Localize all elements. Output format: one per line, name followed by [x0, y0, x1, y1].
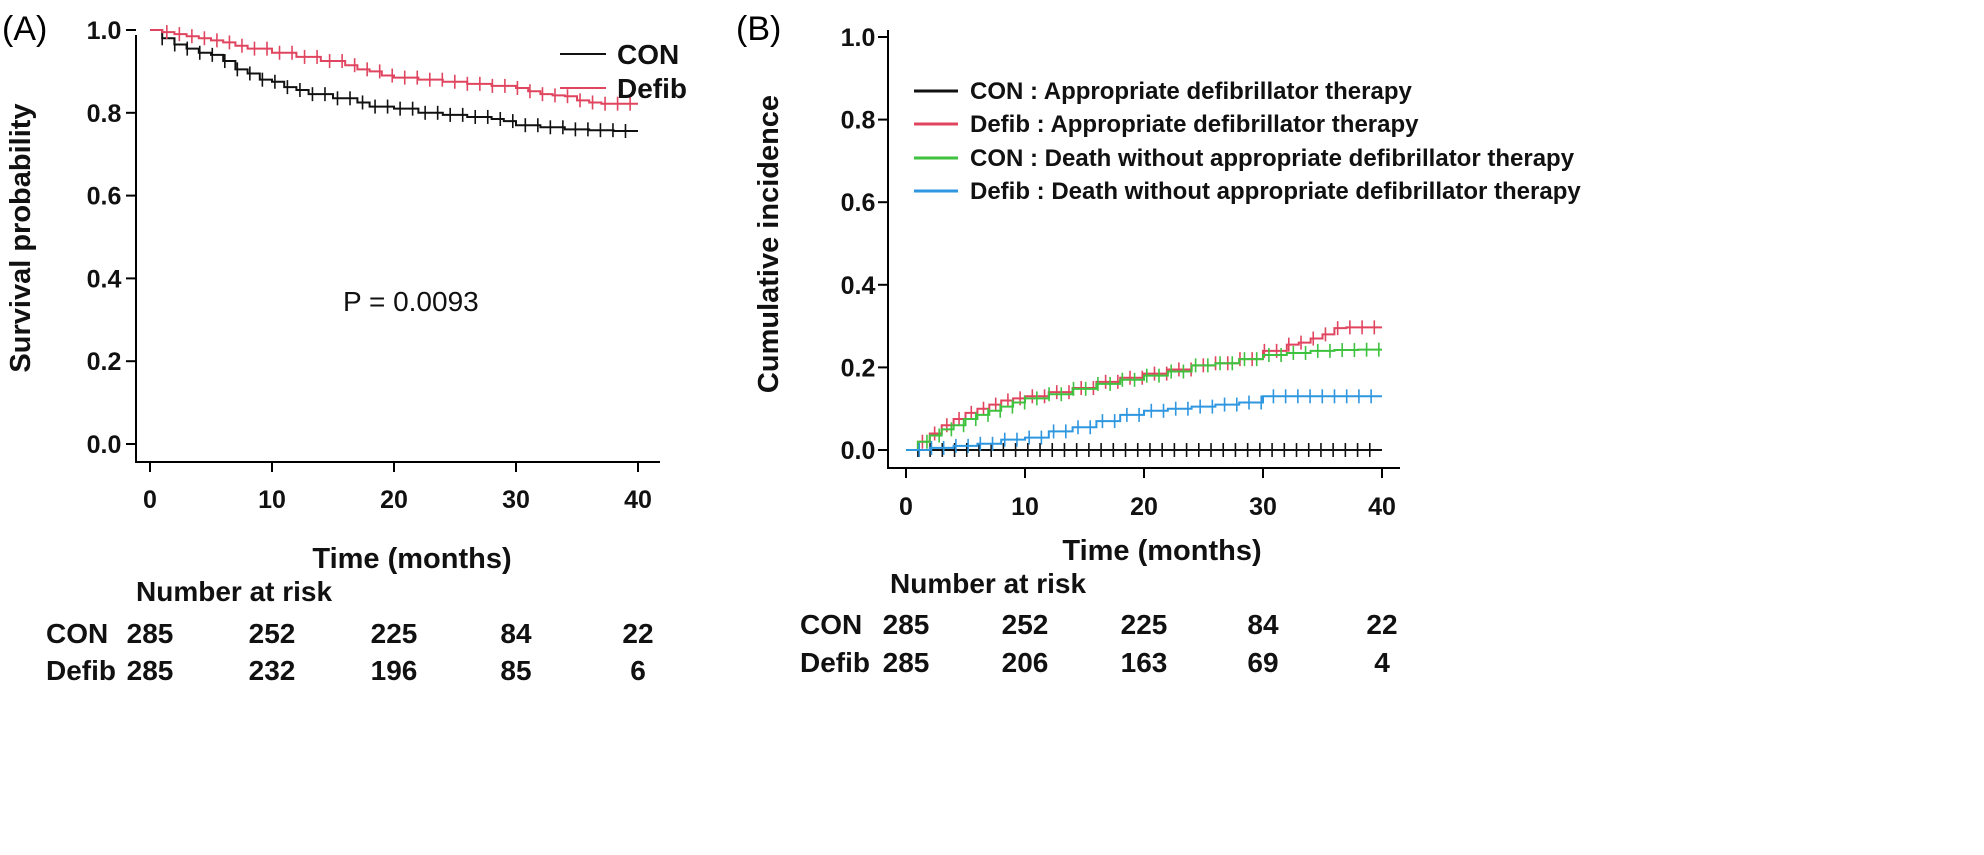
series-line-blue — [906, 395, 1382, 451]
series-line-green — [906, 348, 1382, 451]
x-tick-label: 10 — [1011, 493, 1039, 521]
y-tick-label: 1.0 — [87, 17, 122, 45]
risk-value: 285 — [883, 609, 930, 640]
legend-label-defib-death: Defib : Death without appropriate defibr… — [970, 178, 1581, 205]
panel-a-x-axis-title: Time (months) — [312, 543, 511, 575]
x-tick-label: 0 — [899, 493, 913, 521]
risk-value: 163 — [1121, 647, 1168, 678]
y-tick-label: 0.2 — [87, 348, 122, 376]
x-tick-label: 10 — [258, 486, 286, 514]
y-tick-label: 0.8 — [87, 100, 122, 128]
risk-value: 252 — [249, 618, 296, 649]
x-tick-label: 20 — [1130, 493, 1158, 521]
panel-a: (A) 0 10 20 30 40 0.0 0.2 0.4 0.6 0.8 1.0 CON Defi… — [2, 10, 687, 686]
panel-b-y-axis-title: Cumulative incidence — [753, 95, 785, 393]
y-tick-label: 0.0 — [87, 431, 122, 459]
risk-value: 225 — [1121, 609, 1168, 640]
risk-value: 196 — [371, 655, 418, 686]
y-tick-label: 0.0 — [841, 437, 876, 465]
x-tick-label: 20 — [380, 486, 408, 514]
panel-b-x-axis-title: Time (months) — [1062, 535, 1261, 567]
y-tick-label: 0.6 — [87, 183, 122, 211]
x-tick-label: 40 — [624, 486, 652, 514]
y-tick-label: 0.2 — [841, 354, 876, 382]
risk-value: 69 — [1247, 647, 1278, 678]
y-tick-label: 0.4 — [841, 272, 876, 300]
risk-value: 84 — [500, 618, 532, 649]
panel-a-y-axis-title: Survival probability — [5, 103, 37, 372]
panel-a-legend: CON Defib — [560, 39, 687, 104]
risk-value: 206 — [1002, 647, 1049, 678]
censor-marks-con — [917, 443, 1371, 457]
x-tick-label: 30 — [1249, 493, 1277, 521]
risk-value: 232 — [249, 655, 296, 686]
panel-b-axes — [887, 30, 1400, 469]
panel-b: (B) 0 10 20 30 40 0.0 0.2 0.4 0.6 0.8 1.0 CON : Ap… — [736, 10, 1581, 678]
p-value-annotation: P = 0.0093 — [343, 286, 479, 317]
risk-row-label-defib: Defib — [46, 655, 116, 686]
risk-value: 22 — [1366, 609, 1397, 640]
risk-value: 6 — [630, 655, 646, 686]
panel-a-label: (A) — [2, 10, 47, 48]
legend-label-defib-appropriate: Defib : Appropriate defibrillator therap… — [970, 111, 1419, 138]
y-tick-label: 0.4 — [87, 265, 122, 293]
panel-a-risk-table: Number at risk CON Defib 285 252 225 84 22 28… — [46, 576, 654, 686]
censor-marks-defib — [166, 25, 631, 111]
y-tick-label: 1.0 — [841, 24, 876, 52]
y-tick-label: 0.8 — [841, 107, 876, 135]
risk-value: 84 — [1247, 609, 1279, 640]
risk-row-label-defib-b: Defib — [800, 647, 870, 678]
x-tick-label: 0 — [143, 486, 157, 514]
series-line-con — [150, 29, 638, 133]
legend-label-con: CON — [617, 39, 679, 70]
risk-value: 4 — [1374, 647, 1390, 678]
censor-marks-blue — [918, 389, 1372, 457]
censor-marks-con — [161, 31, 627, 139]
x-tick-label: 40 — [1368, 493, 1396, 521]
risk-row-label-con: CON — [46, 618, 108, 649]
risk-value: 22 — [622, 618, 653, 649]
risk-value: 285 — [127, 655, 174, 686]
legend-label-con-appropriate: CON : Appropriate defibrillator therapy — [970, 78, 1412, 105]
risk-value: 225 — [371, 618, 418, 649]
risk-value: 285 — [127, 618, 174, 649]
risk-value: 285 — [883, 647, 930, 678]
series-line-defib — [150, 29, 638, 105]
risk-table-title: Number at risk — [136, 576, 332, 607]
legend-label-con-death: CON : Death without appropriate defibril… — [970, 145, 1575, 172]
risk-value: 252 — [1002, 609, 1049, 640]
legend-label-defib: Defib — [617, 73, 687, 104]
risk-row-label-con-b: CON — [800, 609, 862, 640]
panel-b-risk-table: Number at risk CON Defib 285 252 225 84 22 28… — [800, 568, 1398, 678]
risk-table-title-b: Number at risk — [890, 568, 1086, 599]
censor-marks-defib — [921, 320, 1376, 449]
y-tick-label: 0.6 — [841, 189, 876, 217]
censor-marks-green — [926, 342, 1380, 449]
risk-value: 85 — [500, 655, 531, 686]
panel-b-label: (B) — [736, 10, 781, 48]
panel-a-axes — [135, 35, 660, 463]
panel-b-legend: CON : Appropriate defibrillator therapy … — [914, 78, 1581, 205]
x-tick-label: 30 — [502, 486, 530, 514]
series-line-defib — [906, 326, 1382, 451]
